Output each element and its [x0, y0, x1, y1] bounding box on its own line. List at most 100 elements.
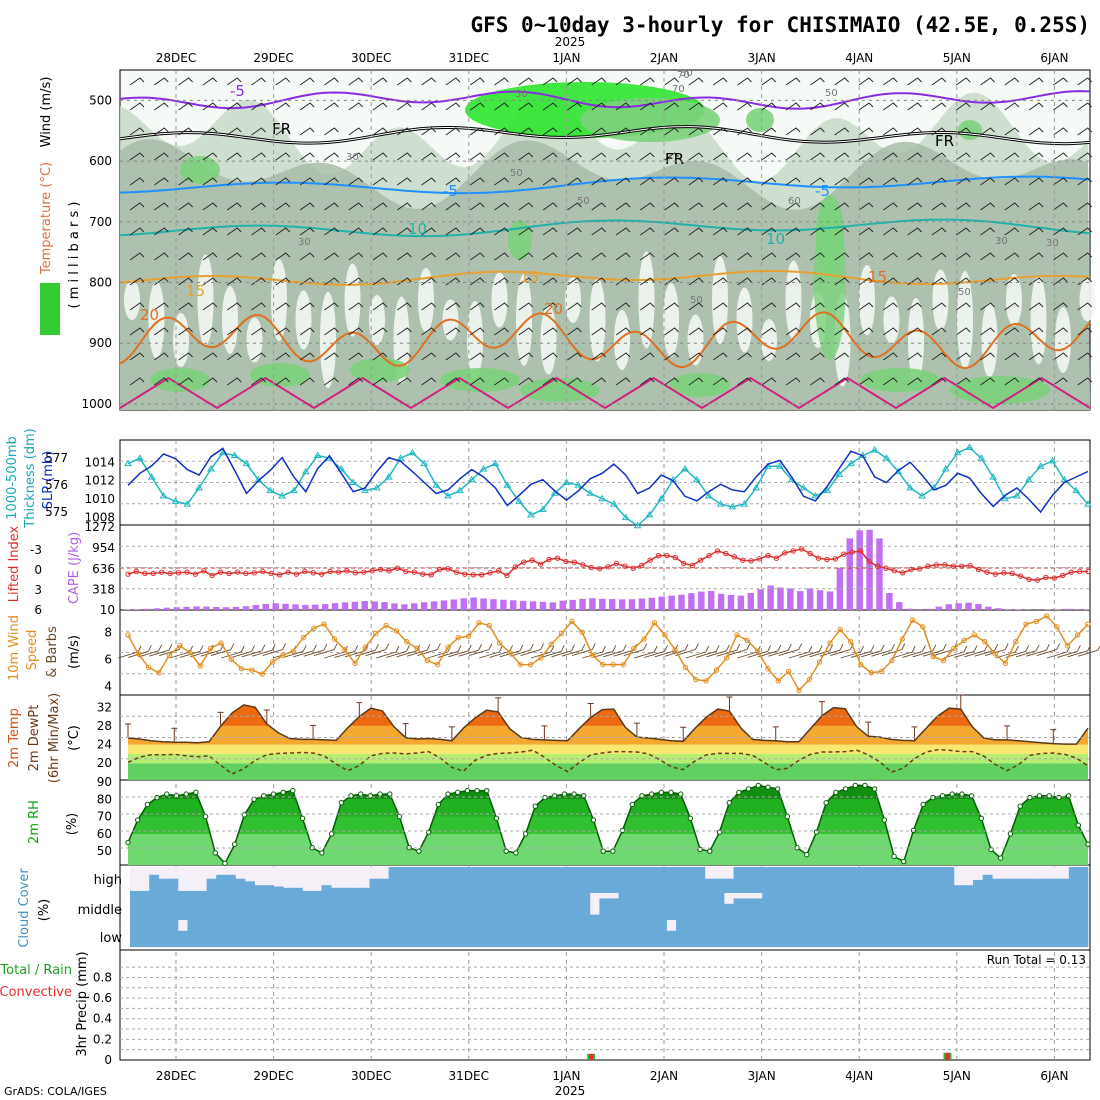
wind-barb — [1053, 77, 1068, 86]
cloud-bar-high — [656, 867, 667, 893]
rh2m-point — [1085, 841, 1091, 847]
wind-barb — [275, 327, 291, 336]
wind10-speed-point — [930, 653, 936, 660]
cloud-bar-middle — [723, 903, 734, 920]
wind-barb — [469, 77, 485, 86]
wind-barb — [275, 352, 291, 361]
temp-minmax-whisker — [1004, 725, 1011, 740]
wind-barb — [931, 302, 947, 311]
wind-barb — [567, 127, 582, 136]
cloud-bar-high — [149, 874, 160, 893]
wind-barb — [421, 277, 436, 286]
cloud-bar-low — [1068, 920, 1079, 947]
rh2m-point — [164, 791, 170, 797]
wind-barb — [372, 177, 388, 186]
slp-tick: 1014 — [84, 455, 115, 469]
cloud-bar-low — [944, 920, 955, 947]
wind10-barb — [757, 644, 782, 658]
cloud-bar-high — [407, 867, 418, 893]
cape-bar — [757, 589, 764, 610]
rh-humid-blob — [150, 368, 210, 392]
wind-barb — [615, 127, 631, 136]
wind-barb — [858, 227, 874, 236]
rh2m-point — [367, 793, 374, 799]
wind-barb — [712, 202, 728, 211]
lifted-index-point — [1060, 572, 1066, 579]
wind-barb — [542, 327, 558, 336]
lifted-index-point — [706, 552, 712, 559]
lifted-index-line — [127, 548, 1088, 581]
lifted-index-point — [613, 560, 620, 567]
cape-bar — [905, 608, 913, 610]
cape-bar — [500, 599, 507, 610]
cloud-bar-middle — [541, 893, 552, 920]
cloud-bar-low — [1030, 920, 1041, 947]
temp-minmax-whisker — [541, 725, 548, 740]
lifted-index-point — [192, 571, 199, 577]
rh2m-point — [600, 848, 606, 854]
cloud-bar-high — [292, 887, 303, 893]
wind-barb — [251, 377, 266, 386]
rh2m-point — [1017, 803, 1023, 809]
wind-barb — [712, 252, 728, 261]
cloud-bar-low — [417, 920, 428, 947]
lifted-index-point — [773, 555, 780, 561]
cloud-bar-high — [1059, 878, 1070, 893]
lifted-index-point — [790, 548, 796, 554]
lifted-index-point — [302, 568, 308, 575]
thickness-point — [183, 500, 192, 507]
cloud-bar-high — [1049, 878, 1060, 893]
rh-contour-label: 30 — [298, 237, 311, 248]
lifted-index-point — [268, 570, 274, 577]
cloud-bar-high — [494, 867, 505, 893]
cape-bar — [747, 593, 755, 610]
thickness-point — [621, 513, 630, 521]
cape-bar — [658, 596, 665, 610]
wind-barb — [688, 352, 704, 361]
wind-barb — [397, 127, 412, 136]
wind-barb — [202, 302, 218, 311]
lifted-index-point — [150, 570, 156, 577]
wind10-speed-point — [951, 645, 957, 652]
pressure-level-label: 1000 — [81, 397, 112, 411]
cape-bar — [529, 601, 537, 610]
isotherm-label: 10 — [766, 230, 785, 248]
wind-barb — [129, 77, 145, 86]
rh2m-point — [590, 817, 597, 823]
wind-barb — [883, 227, 898, 236]
wind-barb — [518, 352, 534, 361]
cloud-bar-high — [647, 867, 658, 893]
wind-barb — [834, 252, 850, 261]
rh2m-point — [755, 782, 762, 789]
wind-barb — [688, 302, 704, 311]
wind10-speed-point — [1023, 621, 1029, 627]
rh2m-point — [125, 839, 131, 846]
cape-bar — [826, 591, 834, 610]
wind10-speed-point — [311, 625, 317, 631]
date-label-bottom: 29DEC — [253, 1069, 293, 1083]
cloud-bar-middle — [264, 893, 275, 920]
cape-bar — [816, 590, 824, 610]
li-tick: 3 — [34, 583, 42, 597]
wind-barb — [542, 152, 558, 161]
cape-bar — [925, 608, 933, 610]
cloud-bar-middle — [867, 893, 878, 920]
lifted-index-point — [478, 572, 485, 578]
wind10-speed-point — [486, 622, 492, 629]
rh2m-point — [619, 827, 626, 834]
cloud-bar-middle — [206, 893, 217, 920]
rh2m-tick: 60 — [97, 827, 112, 841]
panel-label-wind: Wind (m/s) — [39, 77, 54, 148]
thickness-point — [313, 451, 322, 458]
cloud-bar-low — [676, 920, 687, 947]
wind-barb — [955, 377, 971, 386]
wind-barb — [299, 227, 315, 236]
cloud-bar-low — [992, 920, 1003, 947]
thickness-point — [799, 483, 808, 491]
rh-dry-column — [712, 256, 728, 344]
wind-barb — [567, 302, 582, 311]
wind10-barb — [138, 644, 163, 658]
lifted-index-point — [327, 568, 333, 575]
wind10-barb — [417, 643, 441, 657]
wind-barb — [226, 152, 242, 161]
